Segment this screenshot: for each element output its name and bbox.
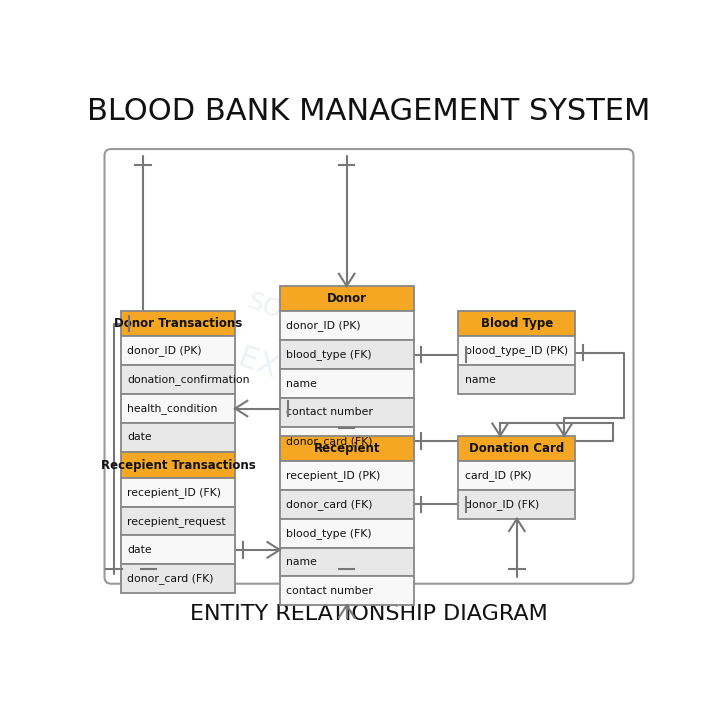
Text: recepient_ID (PK): recepient_ID (PK): [287, 470, 381, 481]
FancyBboxPatch shape: [121, 564, 235, 593]
FancyBboxPatch shape: [121, 311, 235, 336]
Text: Recepient: Recepient: [313, 442, 380, 455]
FancyBboxPatch shape: [459, 336, 575, 365]
Text: ENTITY RELATIONSHIP DIAGRAM: ENTITY RELATIONSHIP DIAGRAM: [190, 604, 548, 624]
FancyBboxPatch shape: [280, 286, 414, 312]
FancyBboxPatch shape: [280, 341, 414, 369]
FancyBboxPatch shape: [280, 436, 414, 462]
FancyBboxPatch shape: [280, 490, 414, 519]
Text: Blood Type: Blood Type: [481, 318, 553, 330]
FancyBboxPatch shape: [280, 312, 414, 341]
Text: recepient_ID (FK): recepient_ID (FK): [127, 487, 221, 498]
FancyBboxPatch shape: [280, 577, 414, 606]
Text: blood_type (FK): blood_type (FK): [287, 349, 372, 360]
Text: blood_type_ID (PK): blood_type_ID (PK): [465, 346, 568, 356]
FancyBboxPatch shape: [280, 519, 414, 548]
Text: name: name: [287, 557, 318, 567]
FancyBboxPatch shape: [459, 365, 575, 394]
Text: Donor Transactions: Donor Transactions: [114, 318, 242, 330]
Text: date: date: [127, 545, 152, 555]
Text: donor_ID (PK): donor_ID (PK): [287, 320, 361, 331]
FancyBboxPatch shape: [459, 462, 575, 490]
FancyBboxPatch shape: [459, 311, 575, 336]
Text: blood_type (FK): blood_type (FK): [287, 528, 372, 539]
Text: name: name: [287, 379, 318, 389]
Text: Donation Card: Donation Card: [469, 442, 564, 455]
Text: health_condition: health_condition: [127, 403, 217, 414]
Text: donation_confirmation: donation_confirmation: [127, 374, 250, 385]
FancyBboxPatch shape: [121, 507, 235, 536]
Text: date: date: [127, 432, 152, 442]
FancyBboxPatch shape: [121, 478, 235, 507]
Text: WITH: WITH: [355, 358, 405, 391]
FancyBboxPatch shape: [121, 423, 235, 451]
FancyBboxPatch shape: [121, 336, 235, 365]
Text: contact number: contact number: [287, 586, 373, 596]
Text: donor_card (FK): donor_card (FK): [287, 436, 373, 446]
FancyBboxPatch shape: [280, 462, 414, 490]
Text: card_ID (PK): card_ID (PK): [465, 470, 531, 481]
FancyBboxPatch shape: [121, 365, 235, 394]
Text: EX: EX: [233, 343, 282, 384]
Text: name: name: [465, 374, 496, 384]
Text: SOURCECODE: SOURCECODE: [243, 289, 416, 372]
Text: BLOOD BANK MANAGEMENT SYSTEM: BLOOD BANK MANAGEMENT SYSTEM: [87, 97, 651, 126]
FancyBboxPatch shape: [280, 548, 414, 577]
FancyBboxPatch shape: [280, 369, 414, 398]
FancyBboxPatch shape: [459, 436, 575, 462]
FancyBboxPatch shape: [280, 398, 414, 427]
Text: contact number: contact number: [287, 408, 373, 418]
Text: donor_ID (PK): donor_ID (PK): [127, 346, 202, 356]
FancyBboxPatch shape: [459, 490, 575, 519]
FancyBboxPatch shape: [121, 536, 235, 564]
FancyBboxPatch shape: [121, 452, 235, 478]
FancyBboxPatch shape: [280, 427, 414, 456]
FancyBboxPatch shape: [121, 394, 235, 423]
Text: Donor: Donor: [327, 292, 366, 305]
Text: donor_card (FK): donor_card (FK): [287, 499, 373, 510]
Text: donor_card (FK): donor_card (FK): [127, 573, 214, 584]
Text: recepient_request: recepient_request: [127, 516, 226, 526]
Text: Recepient Transactions: Recepient Transactions: [101, 459, 256, 472]
Text: donor_ID (FK): donor_ID (FK): [465, 499, 539, 510]
